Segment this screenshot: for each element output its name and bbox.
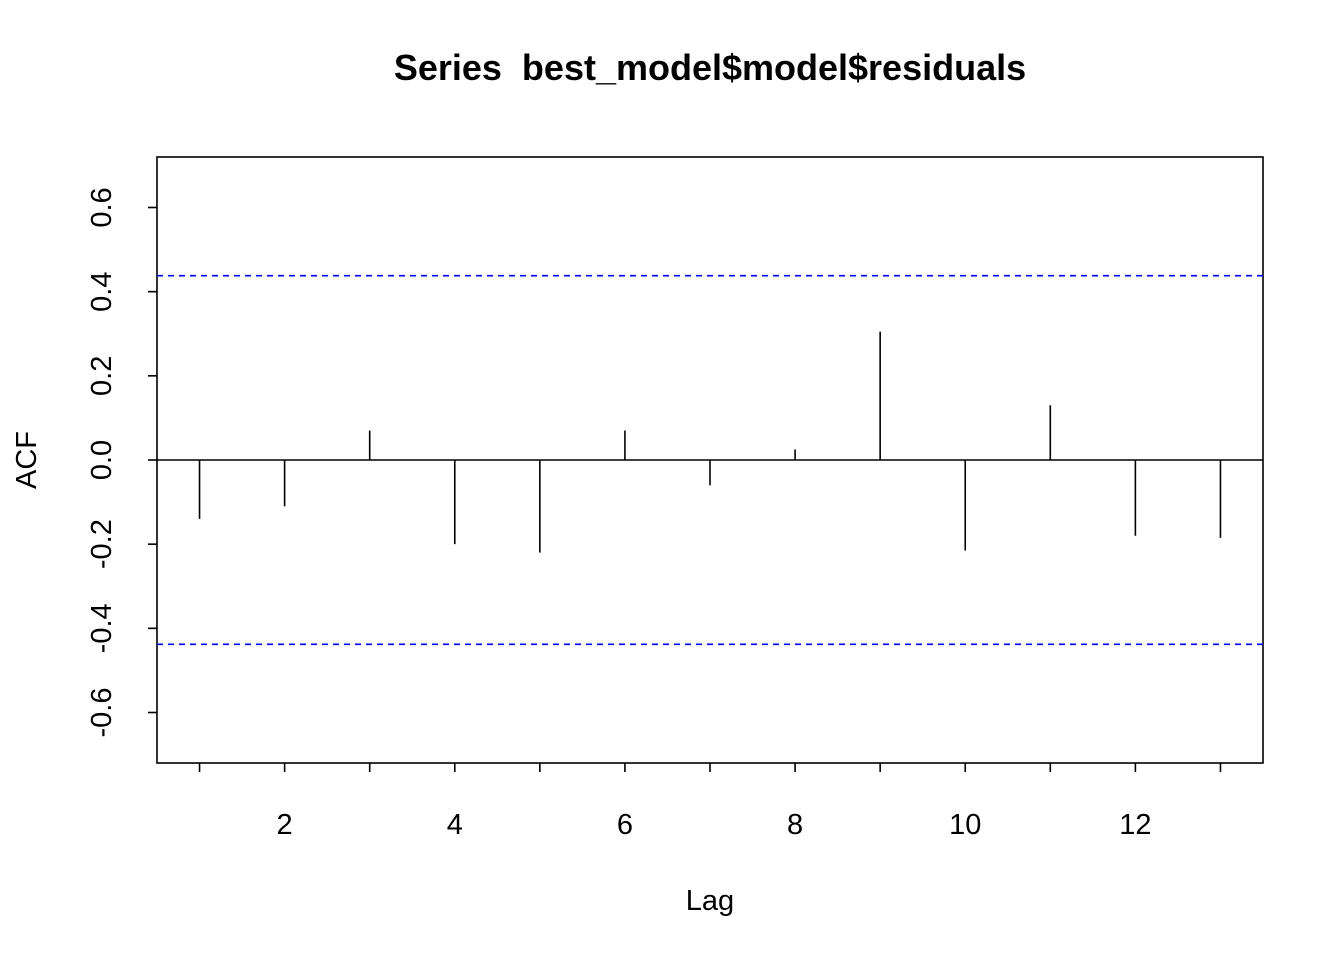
x-tick-label: 12 bbox=[1119, 809, 1151, 841]
y-tick-label: 0.6 bbox=[86, 187, 118, 227]
x-tick-label: 6 bbox=[617, 809, 633, 841]
x-tick-label: 2 bbox=[277, 809, 293, 841]
y-tick-label: -0.6 bbox=[86, 688, 118, 738]
chart-title: Series best_model$model$residuals bbox=[394, 47, 1026, 88]
x-tick-label: 4 bbox=[447, 809, 463, 841]
acf-spikes bbox=[198, 331, 1222, 553]
y-axis-label: ACF bbox=[11, 431, 43, 489]
x-tick-label: 10 bbox=[949, 809, 981, 841]
x-tick-label: 8 bbox=[787, 809, 803, 841]
y-tick-label: -0.4 bbox=[86, 603, 118, 653]
y-tick-label: 0.0 bbox=[86, 440, 118, 480]
confidence-bounds bbox=[157, 274, 1263, 646]
x-axis-label: Lag bbox=[686, 885, 734, 917]
y-axis: -0.6 -0.4 -0.2 0.0 0.2 0.4 0.6 bbox=[86, 187, 157, 737]
x-axis: 2 4 6 8 10 12 bbox=[198, 763, 1222, 841]
y-tick-label: 0.2 bbox=[86, 356, 118, 396]
y-tick-label: -0.2 bbox=[86, 519, 118, 569]
y-tick-label: 0.4 bbox=[86, 272, 118, 312]
